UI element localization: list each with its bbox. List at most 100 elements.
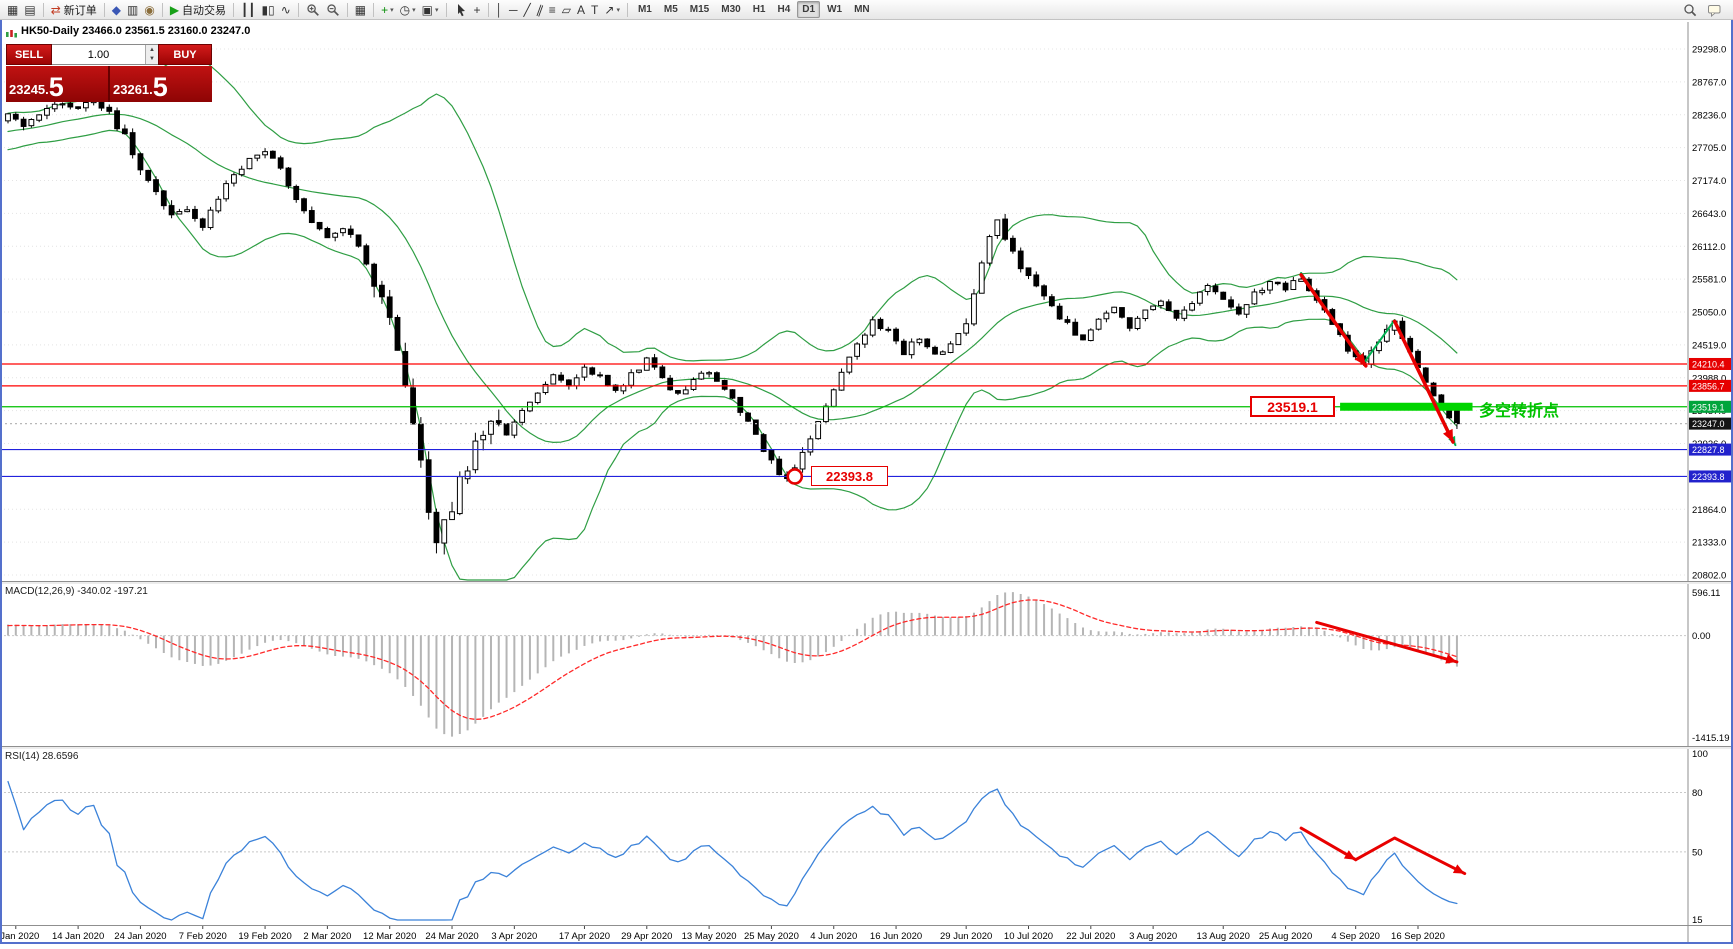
new-order-button[interactable]: ⇄ 新订单: [50, 2, 97, 17]
volume-down-icon[interactable]: ▼: [146, 54, 158, 64]
chat-icon[interactable]: [1704, 1, 1725, 19]
svg-text:13 May 2020: 13 May 2020: [682, 931, 737, 942]
candlestick-chart-icon[interactable]: ▮▯: [261, 2, 275, 17]
svg-text:25 Aug 2020: 25 Aug 2020: [1259, 931, 1312, 942]
toolbar-separator: [42, 2, 44, 17]
toolbar-items: ▦ ▤ ⇄ 新订单 ◆ ▥ ◉ ▶ 自动交易 ┃┃ ▮▯ ∿ ▦ + ▾ ◷ ▾ ▣ ▾ + │ ─ ╱ ∥ ≡ ▱ A T ↗ ▾ M1 M…: [4, 1, 1680, 19]
timeframe-D1[interactable]: D1: [797, 1, 821, 18]
svg-text:80: 80: [1692, 788, 1703, 799]
svg-text:23988.0: 23988.0: [1692, 373, 1726, 384]
toolbar-separator: [346, 2, 348, 17]
timeframe-MN[interactable]: MN: [854, 4, 870, 15]
timeframe-H4[interactable]: H4: [777, 4, 791, 15]
zoom-out-icon[interactable]: [323, 1, 343, 19]
buy-price-big: 5: [152, 72, 168, 102]
svg-text:17 Apr 2020: 17 Apr 2020: [559, 931, 610, 942]
arrows-icon[interactable]: ↗ ▾: [604, 2, 620, 17]
crosshair-icon[interactable]: +: [473, 2, 481, 17]
periods-icon[interactable]: ◷ ▾: [399, 2, 416, 17]
macd-label: MACD(12,26,9) -340.02 -197.21: [5, 586, 148, 597]
market-watch-icon[interactable]: ▦: [7, 2, 19, 17]
svg-text:23856.7: 23856.7: [1692, 381, 1725, 391]
svg-text:21333.0: 21333.0: [1692, 538, 1726, 549]
time-axis: 2 Jan 2020 14 Jan 2020 24 Jan 2020 7 Feb 20…: [0, 926, 1733, 944]
svg-text:2 Mar 2020: 2 Mar 2020: [303, 931, 351, 942]
svg-text:7 Feb 2020: 7 Feb 2020: [179, 931, 227, 942]
svg-text:29 Apr 2020: 29 Apr 2020: [621, 931, 672, 942]
svg-text:29 Jun 2020: 29 Jun 2020: [940, 931, 992, 942]
sell-button[interactable]: SELL: [6, 44, 52, 65]
vertical-line-icon[interactable]: │: [495, 2, 504, 17]
chart-window: HK50-Daily 23466.0 23561.5 23160.0 23247…: [0, 20, 1733, 944]
price-chart-panel[interactable]: 29298.0 28767.0 28236.0 27705.0 27174.0 26643…: [0, 22, 1733, 582]
svg-text:3 Aug 2020: 3 Aug 2020: [1129, 931, 1177, 942]
svg-text:2 Jan 2020: 2 Jan 2020: [0, 931, 39, 942]
volume-spinner[interactable]: ▲ ▼: [145, 45, 158, 64]
svg-text:25581.0: 25581.0: [1692, 275, 1726, 286]
templates-icon[interactable]: ▣ ▾: [421, 2, 439, 17]
volume-up-icon[interactable]: ▲: [146, 45, 158, 55]
panel-splitter: [0, 925, 1733, 926]
svg-text:-1415.19: -1415.19: [1692, 733, 1730, 744]
svg-text:100: 100: [1692, 749, 1708, 760]
toolbar-separator: [487, 2, 489, 17]
cursor-icon[interactable]: [451, 1, 471, 19]
trendline-icon[interactable]: ╱: [523, 2, 531, 17]
timeframe-M5[interactable]: M5: [663, 4, 678, 15]
level-22393-label: 22393.8: [811, 466, 888, 486]
sell-price-button[interactable]: 23245. 5: [6, 66, 108, 102]
zoom-in-icon[interactable]: [303, 1, 323, 19]
timeframe-M30[interactable]: M30: [721, 4, 741, 15]
toolbar-separator: [373, 2, 375, 17]
sell-price-big: 5: [48, 72, 64, 102]
svg-text:22393.8: 22393.8: [1692, 472, 1725, 482]
search-icon[interactable]: [1680, 1, 1700, 19]
buy-price-small: 23261.: [113, 81, 153, 97]
autotrading-button[interactable]: ▶ 自动交易: [169, 2, 227, 17]
buy-button[interactable]: BUY: [158, 44, 212, 65]
channel-icon[interactable]: ∥: [534, 1, 545, 18]
line-chart-icon[interactable]: ∿: [280, 2, 291, 17]
shapes-icon[interactable]: ▱: [561, 2, 572, 17]
data-window-icon[interactable]: ▤: [24, 2, 36, 17]
svg-text:10 Jul 2020: 10 Jul 2020: [1004, 931, 1053, 942]
price-chart: 29298.0 28767.0 28236.0 27705.0 27174.0 26643…: [0, 22, 1731, 582]
timeframe-H1[interactable]: H1: [752, 4, 766, 15]
toolbar-separator: [161, 2, 163, 17]
sell-price-small: 23245.: [9, 81, 49, 97]
toolbar-separator: [233, 2, 235, 17]
text-icon[interactable]: A: [577, 2, 586, 17]
strategy-tester-icon[interactable]: ◉: [144, 2, 155, 17]
bar-chart-icon[interactable]: ┃┃: [241, 2, 256, 17]
terminal-icon[interactable]: ▥: [126, 2, 139, 17]
svg-text:29298.0: 29298.0: [1692, 45, 1726, 56]
indicators-icon[interactable]: + ▾: [381, 2, 394, 17]
tile-windows-icon[interactable]: ▦: [354, 2, 367, 17]
volume-input[interactable]: 1.00 ▲ ▼: [52, 44, 158, 65]
toolbar-separator: [297, 2, 299, 17]
rsi-indicator-panel[interactable]: 100 80 50 15: [0, 749, 1733, 926]
panel-splitter[interactable]: [0, 746, 1733, 749]
svg-text:25 May 2020: 25 May 2020: [744, 931, 799, 942]
macd-indicator-panel[interactable]: 596.11 0.00 -1415.19: [0, 584, 1733, 746]
buy-price-button[interactable]: 23261. 5: [110, 66, 212, 102]
text-label-icon[interactable]: T: [591, 2, 599, 17]
svg-text:27705.0: 27705.0: [1692, 143, 1726, 154]
timeframe-M1[interactable]: M1: [637, 4, 652, 15]
toolbar: ▦ ▤ ⇄ 新订单 ◆ ▥ ◉ ▶ 自动交易 ┃┃ ▮▯ ∿ ▦ + ▾ ◷ ▾ ▣ ▾ + │ ─ ╱ ∥ ≡ ▱ A T ↗ ▾ M1 M…: [0, 0, 1733, 20]
fibonacci-icon[interactable]: ≡: [548, 2, 556, 17]
svg-text:24 Mar 2020: 24 Mar 2020: [425, 931, 478, 942]
svg-text:19 Feb 2020: 19 Feb 2020: [238, 931, 291, 942]
navigator-icon[interactable]: ◆: [111, 2, 121, 17]
svg-text:596.11: 596.11: [1692, 588, 1720, 599]
svg-text:26112.0: 26112.0: [1692, 242, 1726, 253]
svg-text:13 Aug 2020: 13 Aug 2020: [1197, 931, 1250, 942]
one-click-trading-panel: SELL 1.00 ▲ ▼ BUY 23245. 5 23261. 5: [6, 44, 212, 102]
timeframe-M15[interactable]: M15: [689, 4, 710, 15]
horizontal-line-icon[interactable]: ─: [509, 2, 518, 17]
svg-text:26643.0: 26643.0: [1692, 209, 1726, 220]
timeframe-W1[interactable]: W1: [827, 4, 843, 15]
svg-text:4 Sep 2020: 4 Sep 2020: [1331, 931, 1380, 942]
svg-text:24210.4: 24210.4: [1692, 359, 1725, 369]
panel-splitter[interactable]: [0, 581, 1733, 584]
